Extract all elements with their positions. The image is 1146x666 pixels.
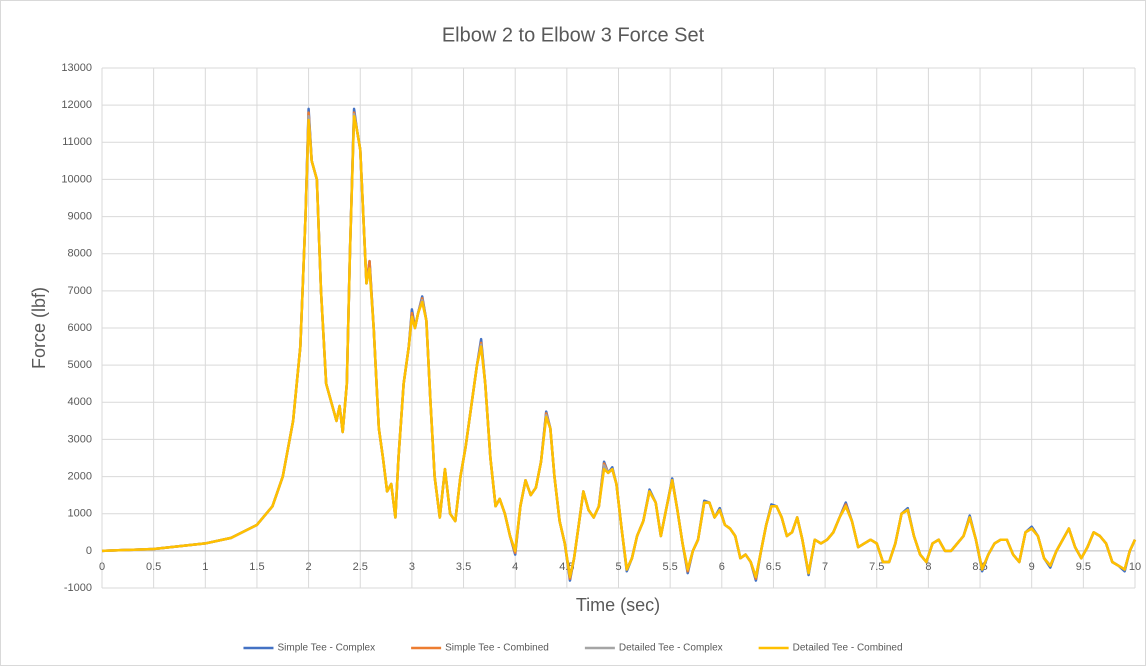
y-tick-label: 5000 — [68, 359, 92, 371]
y-tick-label: 4000 — [68, 396, 92, 408]
x-axis-label: Time (sec) — [576, 595, 660, 615]
x-tick-label: 1.5 — [249, 561, 264, 573]
x-tick-label: 10 — [1129, 561, 1141, 573]
y-axis-label: Force (lbf) — [29, 287, 49, 369]
y-tick-label: 13000 — [61, 62, 92, 74]
legend-label: Detailed Tee - Combined — [793, 643, 903, 654]
x-tick-label: 1 — [202, 561, 208, 573]
x-tick-label: 7.5 — [869, 561, 884, 573]
x-tick-label: 9 — [1029, 561, 1035, 573]
y-tick-label: 0 — [86, 545, 92, 557]
x-tick-label: 0 — [99, 561, 105, 573]
x-tick-label: 2 — [306, 561, 312, 573]
chart-title: Elbow 2 to Elbow 3 Force Set — [442, 24, 705, 46]
y-tick-label: 12000 — [61, 99, 92, 111]
legend-label: Detailed Tee - Complex — [619, 643, 723, 654]
x-tick-label: 4 — [512, 561, 518, 573]
legend-label: Simple Tee - Complex — [277, 643, 375, 654]
x-tick-label: 7 — [822, 561, 828, 573]
x-tick-label: 6.5 — [766, 561, 781, 573]
y-tick-label: 10000 — [61, 173, 92, 185]
y-tick-label: 3000 — [68, 433, 92, 445]
legend-label: Simple Tee - Combined — [445, 643, 549, 654]
x-tick-label: 6 — [719, 561, 725, 573]
y-tick-label: 2000 — [68, 470, 92, 482]
y-tick-label: 1000 — [68, 508, 92, 520]
x-tick-label: 0.5 — [146, 561, 161, 573]
y-tick-label: 7000 — [68, 285, 92, 297]
y-tick-label: 6000 — [68, 322, 92, 334]
x-tick-label: 5.5 — [663, 561, 678, 573]
x-tick-label: 9.5 — [1076, 561, 1091, 573]
y-tick-label: -1000 — [64, 582, 92, 594]
x-tick-label: 3 — [409, 561, 415, 573]
x-tick-label: 2.5 — [353, 561, 368, 573]
y-tick-label: 9000 — [68, 210, 92, 222]
data-line — [101, 115, 1137, 579]
x-tick-label: 3.5 — [456, 561, 471, 573]
x-tick-label: 8 — [925, 561, 931, 573]
y-tick-label: 11000 — [62, 136, 92, 148]
y-tick-label: 8000 — [68, 248, 92, 260]
x-tick-label: 5 — [615, 561, 621, 573]
